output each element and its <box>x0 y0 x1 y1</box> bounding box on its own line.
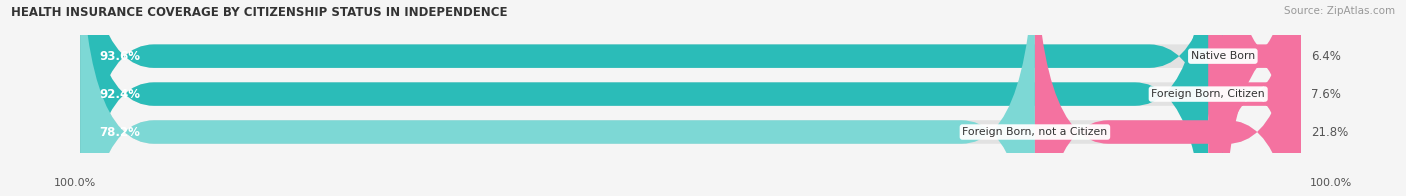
Text: 93.6%: 93.6% <box>98 50 141 63</box>
Text: Foreign Born, Citizen: Foreign Born, Citizen <box>1152 89 1265 99</box>
FancyBboxPatch shape <box>80 0 1035 196</box>
FancyBboxPatch shape <box>1223 0 1301 196</box>
Text: 100.0%: 100.0% <box>53 178 96 188</box>
Text: Native Born: Native Born <box>1191 51 1256 61</box>
FancyBboxPatch shape <box>80 0 1301 196</box>
Text: 100.0%: 100.0% <box>1310 178 1353 188</box>
Text: Source: ZipAtlas.com: Source: ZipAtlas.com <box>1284 6 1395 16</box>
Text: 21.8%: 21.8% <box>1310 125 1348 139</box>
FancyBboxPatch shape <box>80 0 1301 196</box>
FancyBboxPatch shape <box>1208 0 1301 196</box>
Text: 78.2%: 78.2% <box>98 125 139 139</box>
FancyBboxPatch shape <box>80 0 1301 196</box>
FancyBboxPatch shape <box>1035 0 1301 196</box>
Text: 92.4%: 92.4% <box>98 88 141 101</box>
FancyBboxPatch shape <box>80 0 1223 196</box>
Text: 7.6%: 7.6% <box>1310 88 1340 101</box>
Text: 6.4%: 6.4% <box>1310 50 1340 63</box>
FancyBboxPatch shape <box>80 0 1208 196</box>
Text: HEALTH INSURANCE COVERAGE BY CITIZENSHIP STATUS IN INDEPENDENCE: HEALTH INSURANCE COVERAGE BY CITIZENSHIP… <box>11 6 508 19</box>
Text: Foreign Born, not a Citizen: Foreign Born, not a Citizen <box>962 127 1108 137</box>
